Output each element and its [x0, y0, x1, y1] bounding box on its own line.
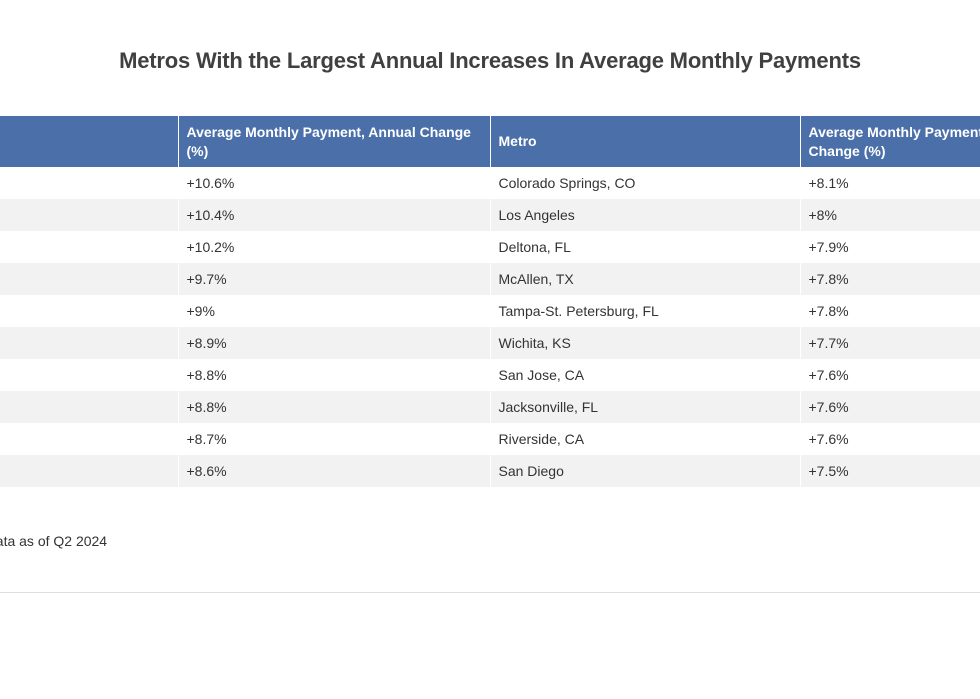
metro-left-cell: .	[0, 295, 179, 327]
payment-change-right-cell: +7.7%	[800, 327, 980, 359]
table-row: .+9%Tampa-St. Petersburg, FL+7.8%	[0, 295, 980, 327]
table-body: +10.6% Colorado Springs, CO +8.1% +10.4% Los…	[0, 167, 980, 487]
table-row: +8.8% San Jose, CA +7.6%	[0, 359, 980, 391]
metro-left-cell	[0, 423, 179, 455]
payment-change-left-cell: +10.2%	[178, 231, 491, 263]
metro-left-cell	[0, 455, 179, 487]
table-row: +10.2% Deltona, FL +7.9%	[0, 231, 980, 263]
metro-right-cell: Jacksonville, FL	[490, 391, 801, 423]
table-row: +10.6% Colorado Springs, CO +8.1%	[0, 167, 980, 199]
payment-change-left-cell: +10.6%	[178, 167, 491, 199]
column-header-payment-change-left: Average Monthly Payment, Annual Change (…	[178, 116, 491, 167]
metro-right-cell: Wichita, KS	[490, 327, 801, 359]
payment-change-left-cell: +9.7%	[178, 263, 491, 295]
payment-change-right-cell: +8.1%	[800, 167, 980, 199]
data-note: data as of Q2 2024	[0, 533, 108, 549]
metro-right-cell: Riverside, CA	[490, 423, 801, 455]
table-row: +8.9% Wichita, KS +7.7%	[0, 327, 980, 359]
metro-right-cell: Tampa-St. Petersburg, FL	[490, 295, 801, 327]
column-header-payment-change-right: Average Monthly Payment, Annual Change (…	[800, 116, 980, 167]
metro-right-cell: Colorado Springs, CO	[490, 167, 801, 199]
column-header-metro-right: Metro	[490, 116, 801, 167]
payment-change-right-cell: +8%	[800, 199, 980, 231]
payment-change-left-cell: +8.8%	[178, 359, 491, 391]
payment-change-left-cell: +8.9%	[178, 327, 491, 359]
table-row: +8.8% Jacksonville, FL +7.6%	[0, 391, 980, 423]
payment-change-left-cell: +9%	[178, 295, 491, 327]
payment-change-right-cell: +7.8%	[800, 263, 980, 295]
payment-change-right-cell: +7.9%	[800, 231, 980, 263]
divider	[0, 592, 980, 593]
data-table: Average Monthly Payment, Annual Change (…	[0, 116, 980, 487]
payment-change-left-cell: +8.7%	[178, 423, 491, 455]
metro-left-cell	[0, 231, 179, 263]
table-row: +10.4% Los Angeles +8%	[0, 199, 980, 231]
payment-change-right-cell: +7.8%	[800, 295, 980, 327]
metro-right-cell: McAllen, TX	[490, 263, 801, 295]
table-row: +9.7% McAllen, TX +7.8%	[0, 263, 980, 295]
payment-change-left-cell: +8.8%	[178, 391, 491, 423]
metro-right-cell: San Jose, CA	[490, 359, 801, 391]
column-header-metro-left	[0, 116, 179, 167]
payment-change-right-cell: +7.6%	[800, 391, 980, 423]
table-header-row: Average Monthly Payment, Annual Change (…	[0, 116, 980, 167]
payment-change-right-cell: +7.6%	[800, 423, 980, 455]
table-row: +8.6% San Diego +7.5%	[0, 455, 980, 487]
payment-change-left-cell: +10.4%	[178, 199, 491, 231]
chart-title: Metros With the Largest Annual Increases…	[119, 48, 861, 73]
payment-change-right-cell: +7.6%	[800, 359, 980, 391]
metro-left-cell	[0, 263, 179, 295]
table-row: +8.7% Riverside, CA +7.6%	[0, 423, 980, 455]
metro-right-cell: Los Angeles	[490, 199, 801, 231]
metro-left-cell	[0, 359, 179, 391]
payment-change-right-cell: +7.5%	[800, 455, 980, 487]
metro-left-cell	[0, 327, 179, 359]
metro-right-cell: Deltona, FL	[490, 231, 801, 263]
payment-change-left-cell: +8.6%	[178, 455, 491, 487]
metro-right-cell: San Diego	[490, 455, 801, 487]
metro-left-cell	[0, 199, 179, 231]
metro-left-cell	[0, 391, 179, 423]
metro-left-cell	[0, 167, 179, 199]
